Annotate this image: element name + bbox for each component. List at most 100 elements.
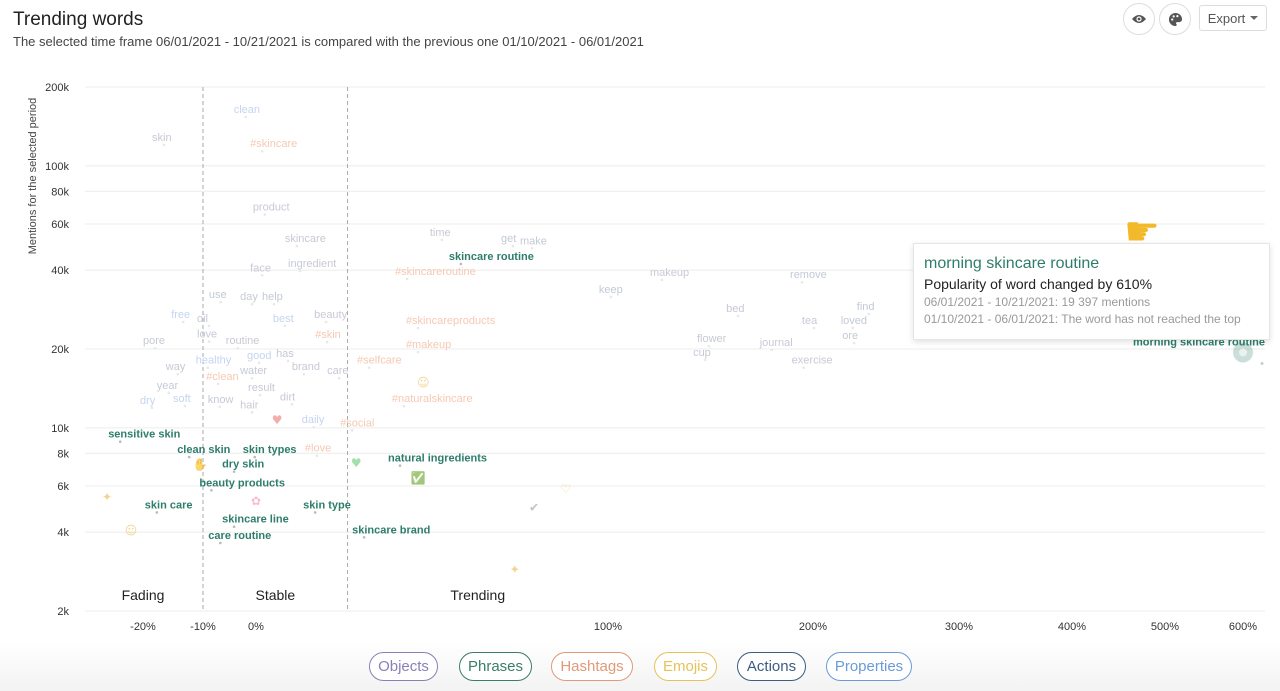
word-point [283,324,287,328]
legend-bar [0,640,1280,691]
emoji-mark: ✦ [510,563,520,577]
word-label: skincare line [222,514,289,526]
legend-toggle-properties[interactable]: Properties [826,652,912,681]
region-label-fading: Fading [121,587,165,603]
word-label: #clean [206,371,238,383]
word-label: makeup [650,267,689,279]
word-point [302,372,306,376]
word-label: #skincare [250,138,297,150]
word-point [770,348,773,352]
word-point [402,404,406,408]
word-point [313,511,317,514]
x-tick-label: 200% [799,621,827,633]
word-label: #social [340,417,374,429]
word-point [260,149,264,153]
word-label: skin care [145,499,193,511]
legend-toggle-hashtags[interactable]: Hashtags [551,652,633,681]
page-subtitle: The selected time frame 06/01/2021 - 10/… [13,34,644,49]
word-label: result [248,382,275,394]
word-label: help [262,291,283,303]
word-point [118,440,122,444]
y-tick-label: 6k [57,481,69,493]
word-point [315,454,319,458]
word-label: #skin [315,329,341,341]
word-label: daily [302,414,325,426]
export-label: Export [1207,10,1246,26]
word-point [867,312,871,316]
y-tick-label: 4k [57,527,69,539]
palette-icon [1168,12,1182,26]
export-dropdown[interactable]: Export [1199,5,1267,31]
word-point [362,536,366,539]
word-point [253,455,257,459]
word-point [250,302,254,306]
word-point [187,455,191,459]
word-label: free [171,309,190,321]
word-label: product [253,201,290,213]
word-point [257,361,261,365]
word-label: make [520,235,547,247]
palette-button[interactable] [1159,3,1191,35]
x-tick-label: 600% [1229,621,1257,633]
word-label: #naturalskincare [392,393,473,405]
word-label: find [857,301,875,313]
word-label: skin type [303,499,351,511]
tooltip-previous-period: 01/10/2021 - 06/01/2021: The word has no… [924,312,1241,326]
word-label: good [247,350,271,362]
y-tick-label: 100k [45,161,69,173]
word-point [852,341,856,345]
word-label: year [157,380,179,392]
word-point [660,278,664,282]
legend-toggle-actions[interactable]: Actions [737,652,806,681]
word-label: skin [152,132,172,144]
word-point [150,406,154,410]
x-tick-label: -20% [130,621,156,633]
word-point [1260,361,1264,365]
word-label: cup [693,347,711,359]
word-point [219,541,222,545]
y-tick-label: 80k [51,186,69,198]
emoji-mark: ☺ [125,523,138,537]
legend-toggle-emojis[interactable]: Emojis [654,652,717,681]
eye-icon [1132,15,1146,23]
word-point [812,326,816,330]
word-label: way [165,361,186,373]
word-label: #love [305,443,331,455]
word-point [295,244,299,248]
y-tick-label: 10k [51,423,69,435]
word-point [181,320,185,324]
word-label: care routine [208,530,271,542]
word-point [703,358,707,362]
word-label: bed [726,303,744,315]
legend-toggle-objects[interactable]: Objects [369,652,438,681]
word-label: ore [842,330,858,342]
word-label: ingredient [288,258,336,270]
word-point [367,366,371,370]
word-point [153,346,157,350]
x-tick-label: 400% [1058,621,1086,633]
word-point [290,402,294,406]
word-point [440,238,444,242]
view-button[interactable] [1123,3,1155,35]
word-point [851,326,855,330]
word-point [416,350,420,354]
legend-toggle-phrases[interactable]: Phrases [459,652,532,681]
word-point [350,429,354,432]
word-label: beauty [314,309,348,321]
word-point [155,511,159,514]
y-tick-label: 60k [51,219,69,231]
word-point [206,366,210,370]
word-label: pore [143,335,165,347]
word-point [232,470,236,473]
word-label: soft [173,393,191,405]
emoji-mark: ✔ [529,501,539,515]
word-point [176,372,180,376]
y-tick-label: 8k [57,448,69,460]
word-point [219,300,223,304]
word-point [236,346,240,350]
region-label-stable: Stable [255,587,296,603]
word-point [405,277,409,281]
emoji-mark: ✅ [410,471,425,485]
word-point [218,405,222,409]
emoji-mark: ♥ [272,413,283,427]
